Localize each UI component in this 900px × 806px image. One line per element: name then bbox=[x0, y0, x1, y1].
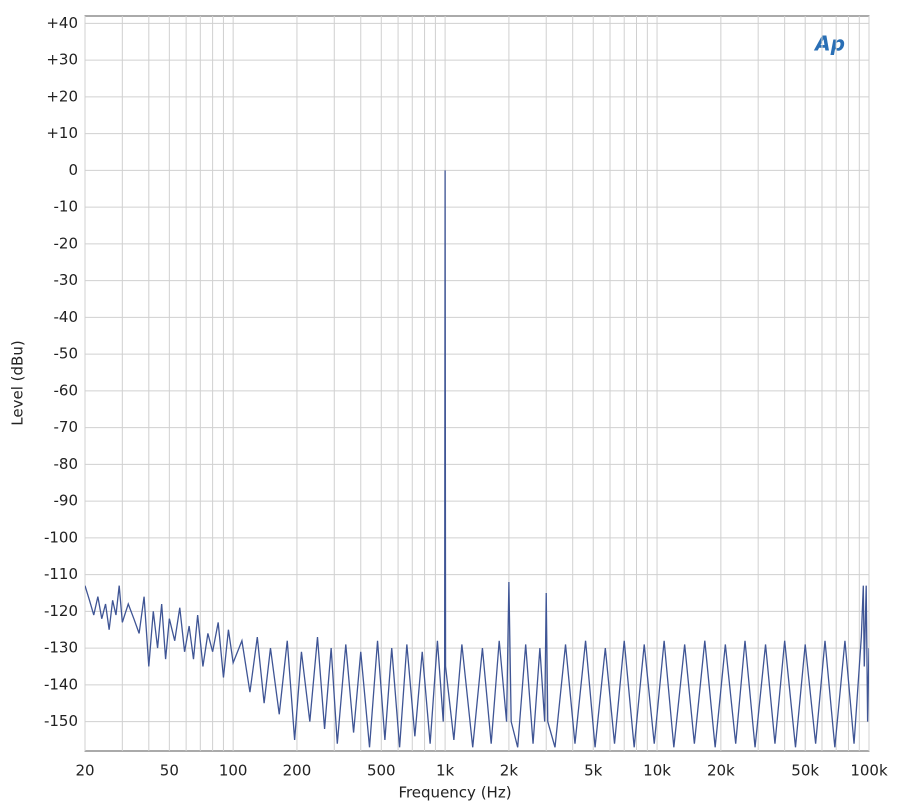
y-tick-label: -80 bbox=[54, 455, 79, 473]
x-tick-label: 5k bbox=[584, 762, 603, 780]
logo: Ap bbox=[813, 32, 845, 56]
plot-area bbox=[84, 15, 870, 752]
y-tick-label: -120 bbox=[44, 602, 78, 620]
y-tick-label: -90 bbox=[54, 492, 79, 510]
x-tick-label: 500 bbox=[367, 762, 396, 780]
spectrum-line bbox=[85, 170, 869, 748]
y-tick-label: +20 bbox=[46, 87, 78, 105]
y-tick-label: 0 bbox=[68, 161, 78, 179]
y-tick-label: -140 bbox=[44, 675, 78, 693]
y-tick-label: -150 bbox=[44, 712, 78, 730]
y-tick-label: -100 bbox=[44, 528, 78, 546]
y-tick-label: +40 bbox=[46, 14, 78, 32]
y-axis-label: Level (dBu) bbox=[9, 340, 27, 425]
x-tick-label: 50 bbox=[160, 762, 179, 780]
y-tick-label: +10 bbox=[46, 124, 78, 142]
x-tick-label: 10k bbox=[643, 762, 671, 780]
y-tick-label: -70 bbox=[54, 418, 79, 436]
y-tick-label: -60 bbox=[54, 381, 79, 399]
x-tick-label: 20 bbox=[75, 762, 94, 780]
x-axis-label: Frequency (Hz) bbox=[398, 784, 511, 802]
x-tick-label: 2k bbox=[500, 762, 519, 780]
y-tick-label: -130 bbox=[44, 639, 78, 657]
x-tick-label: 100 bbox=[219, 762, 248, 780]
y-tick-label: +30 bbox=[46, 51, 78, 69]
y-tick-label: -10 bbox=[54, 198, 79, 216]
x-tick-label: 200 bbox=[283, 762, 312, 780]
x-tick-label: 1k bbox=[436, 762, 455, 780]
y-tick-label: -40 bbox=[54, 308, 79, 326]
y-tick-label: -50 bbox=[54, 345, 79, 363]
y-tick-label: -110 bbox=[44, 565, 78, 583]
x-tick-label: 20k bbox=[707, 762, 735, 780]
y-tick-label: -20 bbox=[54, 234, 79, 252]
x-tick-label: 50k bbox=[791, 762, 819, 780]
y-tick-label: -30 bbox=[54, 271, 79, 289]
x-tick-label: 100k bbox=[850, 762, 888, 780]
